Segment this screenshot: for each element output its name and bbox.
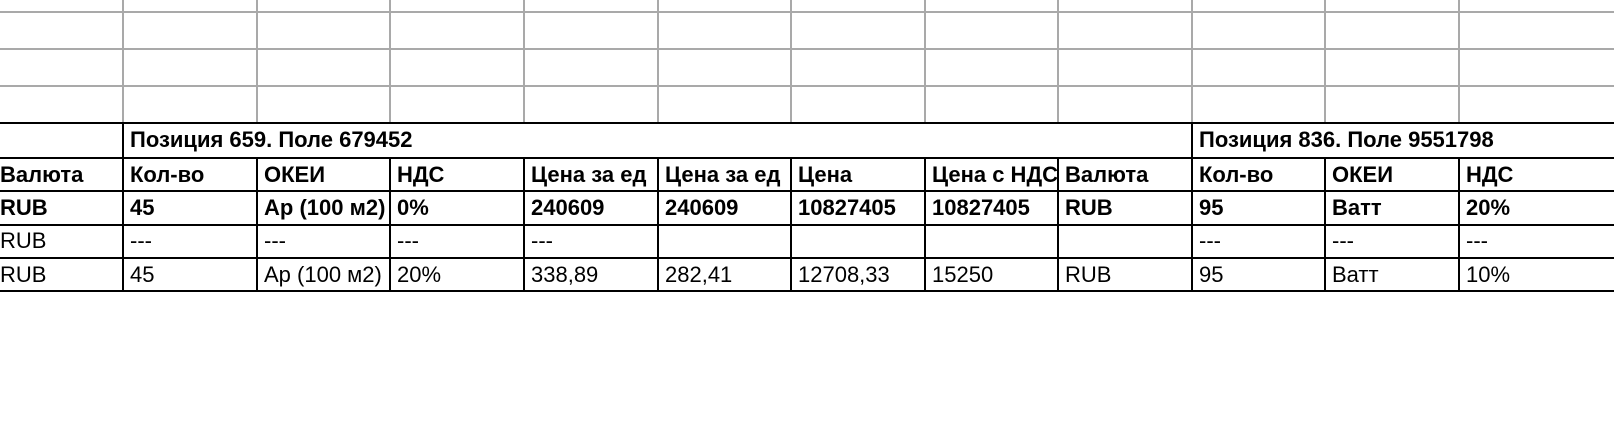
table-cell[interactable]: RUB xyxy=(0,228,47,253)
header-cell-vat[interactable]: НДС xyxy=(397,162,445,187)
table-cell[interactable]: 95 xyxy=(1199,262,1224,287)
table-border xyxy=(0,224,1614,226)
table-border xyxy=(924,157,926,292)
table-border xyxy=(122,157,124,292)
header-cell-okei[interactable]: ОКЕИ xyxy=(264,162,326,187)
table-cell[interactable]: 95 xyxy=(1199,195,1224,220)
table-border xyxy=(523,157,525,292)
grid-line xyxy=(122,0,124,124)
table-cell[interactable]: --- xyxy=(1332,228,1354,253)
table-border xyxy=(0,122,1614,124)
position-title-1[interactable]: Позиция 659. Поле 679452 xyxy=(130,127,413,152)
table-cell[interactable]: --- xyxy=(397,228,419,253)
header-cell-price[interactable]: Цена xyxy=(798,162,853,187)
grid-line xyxy=(256,0,258,124)
grid-line xyxy=(790,0,792,124)
table-cell[interactable]: Ар (100 м2) xyxy=(264,195,386,220)
header-cell-unit-price[interactable]: Цена за ед xyxy=(531,162,647,187)
table-cell[interactable]: --- xyxy=(130,228,152,253)
table-cell[interactable]: --- xyxy=(1466,228,1488,253)
table-cell[interactable]: 45 xyxy=(130,195,155,220)
grid-line xyxy=(924,0,926,124)
grid-line xyxy=(1458,0,1460,124)
table-cell[interactable]: 338,89 xyxy=(531,262,599,287)
table-cell[interactable]: 10827405 xyxy=(798,195,896,220)
table-cell[interactable]: 15250 xyxy=(932,262,994,287)
table-cell[interactable]: 12708,33 xyxy=(798,262,890,287)
table-cell[interactable]: 10827405 xyxy=(932,195,1030,220)
header-cell-unit-price-2[interactable]: Цена за ед xyxy=(665,162,781,187)
grid-line xyxy=(523,0,525,124)
table-border xyxy=(1191,122,1193,157)
table-cell[interactable]: --- xyxy=(531,228,553,253)
grid-line xyxy=(1191,0,1193,124)
table-cell[interactable]: 20% xyxy=(1466,195,1511,220)
table-cell[interactable]: RUB xyxy=(1065,262,1112,287)
grid-line xyxy=(0,11,1614,13)
header-cell-currency-2[interactable]: Валюта xyxy=(1065,162,1149,187)
table-border xyxy=(122,122,124,157)
grid-line xyxy=(1057,0,1059,124)
grid-line xyxy=(1324,0,1326,124)
header-cell-qty-2[interactable]: Кол-во xyxy=(1199,162,1274,187)
table-cell[interactable]: Ар (100 м2) xyxy=(264,262,382,287)
table-border xyxy=(1458,157,1460,292)
table-cell[interactable]: --- xyxy=(264,228,286,253)
table-border xyxy=(389,157,391,292)
header-cell-vat-2[interactable]: НДС xyxy=(1466,162,1514,187)
table-border xyxy=(256,157,258,292)
table-cell[interactable]: RUB xyxy=(0,195,48,220)
table-cell[interactable]: --- xyxy=(1199,228,1221,253)
table-cell[interactable]: 0% xyxy=(397,195,429,220)
position-title-2[interactable]: Позиция 836. Поле 9551798 xyxy=(1199,127,1494,152)
header-cell-price-vat[interactable]: Цена с НДС xyxy=(932,162,1057,187)
table-cell[interactable]: 240609 xyxy=(665,195,739,220)
table-border xyxy=(0,190,1614,192)
table-cell[interactable]: 20% xyxy=(397,262,442,287)
table-border xyxy=(1057,157,1059,292)
table-border xyxy=(1324,157,1326,292)
table-cell[interactable]: 45 xyxy=(130,262,155,287)
table-cell[interactable]: Ватт xyxy=(1332,262,1379,287)
table-cell[interactable]: 10% xyxy=(1466,262,1511,287)
grid-line xyxy=(0,85,1614,87)
table-cell[interactable]: RUB xyxy=(0,262,47,287)
table-cell[interactable]: RUB xyxy=(1065,195,1113,220)
header-cell-okei-2[interactable]: ОКЕИ xyxy=(1332,162,1394,187)
grid-line xyxy=(657,0,659,124)
table-border xyxy=(0,257,1614,259)
table-cell[interactable]: 282,41 xyxy=(665,262,733,287)
header-cell-currency[interactable]: Валюта xyxy=(0,162,84,187)
table-border xyxy=(1191,157,1193,292)
table-border xyxy=(790,157,792,292)
table-border xyxy=(0,290,1614,292)
table-border xyxy=(0,157,1614,159)
table-border xyxy=(657,157,659,292)
grid-line xyxy=(389,0,391,124)
table-cell[interactable]: Ватт xyxy=(1332,195,1382,220)
grid-line xyxy=(0,48,1614,50)
table-cell[interactable]: 240609 xyxy=(531,195,605,220)
header-cell-qty[interactable]: Кол-во xyxy=(130,162,205,187)
